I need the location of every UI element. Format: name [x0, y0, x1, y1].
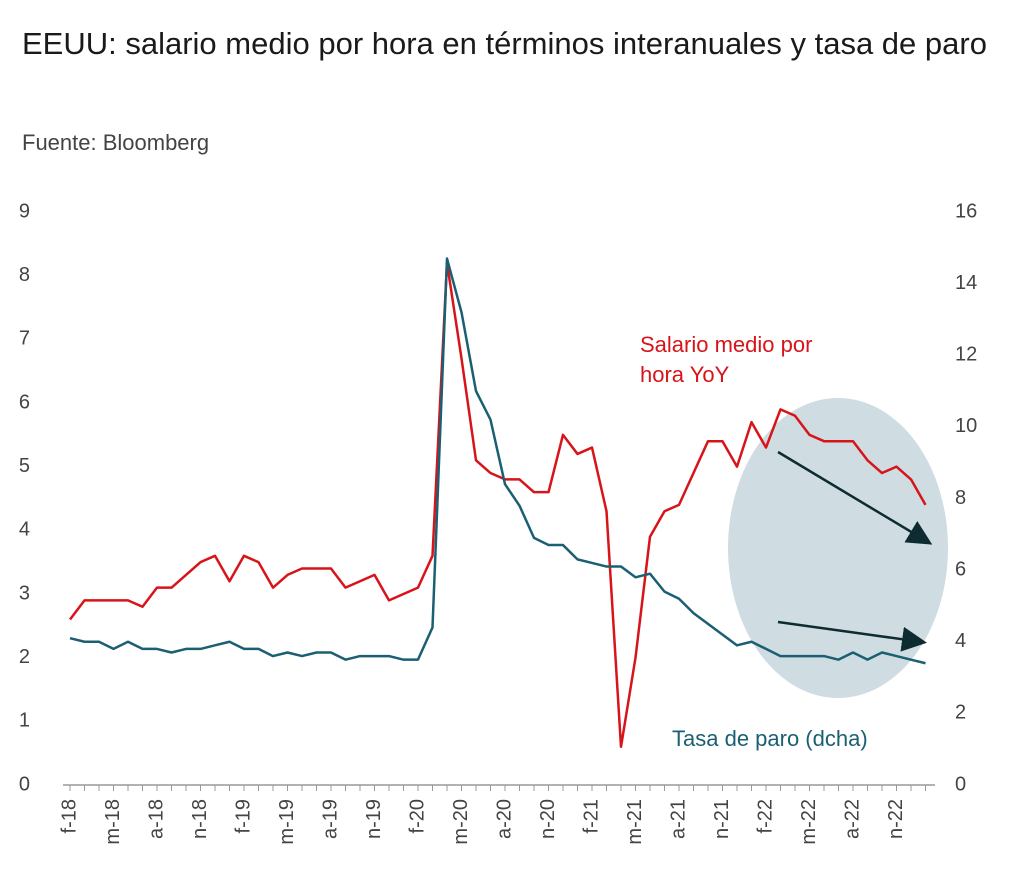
x-tick-label: f-21 — [580, 799, 602, 833]
x-tick-label: m-20 — [450, 799, 472, 845]
x-tick-label: f-19 — [232, 799, 254, 833]
y2-tick-label: 10 — [955, 415, 977, 437]
y2-tick-label: 2 — [955, 702, 966, 724]
y-tick-label: 6 — [19, 391, 30, 413]
x-tick-label: a-20 — [493, 799, 515, 839]
series-annotation: Salario medio por hora YoY — [640, 332, 813, 387]
x-tick-label: m-22 — [798, 799, 820, 845]
y-tick-label: 7 — [19, 328, 30, 350]
x-tick-label: a-18 — [145, 799, 167, 839]
y2-tick-label: 8 — [955, 487, 966, 509]
series-line — [69, 257, 926, 665]
series-annotation: Tasa de paro (dcha) — [672, 726, 868, 751]
x-tick-label: a-21 — [667, 799, 689, 839]
x-tick-label: f-20 — [406, 799, 428, 833]
highlight-ellipse — [728, 398, 948, 698]
chart-subtitle: Fuente: Bloomberg — [22, 130, 210, 155]
x-tick-label: n-19 — [363, 799, 385, 839]
y2-tick-label: 0 — [955, 773, 966, 795]
y-tick-label: 1 — [19, 710, 30, 732]
series-line — [69, 261, 927, 749]
arrow — [777, 620, 927, 652]
x-tick-label: f-22 — [754, 799, 776, 833]
y-tick-label: 4 — [19, 519, 30, 541]
y2-tick-label: 14 — [955, 272, 977, 294]
x-tick-label: a-22 — [841, 799, 863, 839]
x-tick-label: a-19 — [319, 799, 341, 839]
x-tick-label: f-18 — [58, 799, 80, 833]
y2-tick-label: 4 — [955, 630, 966, 652]
x-tick-label: m-19 — [276, 799, 298, 845]
x-tick-label: n-22 — [885, 799, 907, 839]
x-tick-label: n-20 — [537, 799, 559, 839]
y-tick-label: 8 — [19, 264, 30, 286]
y-tick-label: 2 — [19, 646, 30, 668]
x-tick-label: n-18 — [189, 799, 211, 839]
x-tick-label: n-21 — [711, 799, 733, 839]
chart-title: EEUU: salario medio por hora en términos… — [22, 26, 987, 61]
y2-tick-label: 12 — [955, 344, 977, 366]
arrow — [777, 450, 933, 545]
x-tick-label: m-21 — [624, 799, 646, 845]
y2-tick-label: 6 — [955, 558, 966, 580]
y-tick-label: 5 — [19, 455, 30, 477]
y-tick-label: 9 — [19, 200, 30, 222]
y-tick-label: 3 — [19, 582, 30, 604]
y2-tick-label: 16 — [955, 200, 977, 222]
x-tick-label: m-18 — [102, 799, 124, 845]
y-tick-label: 0 — [19, 773, 30, 795]
